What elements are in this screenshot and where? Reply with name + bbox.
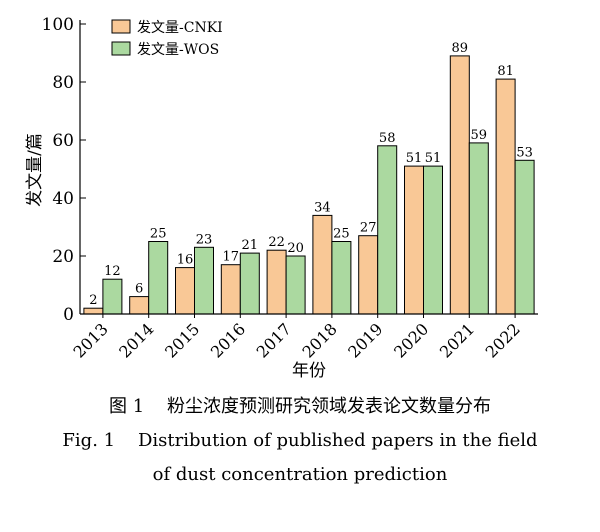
x-tick-label-2022: 2022 <box>482 319 524 361</box>
value-label-wos-2014: 25 <box>150 227 167 242</box>
bar-wos-2021 <box>468 142 489 315</box>
value-label-cnki-2018: 34 <box>314 200 331 215</box>
value-label-wos-2017: 20 <box>287 241 304 256</box>
value-label-wos-2013: 12 <box>104 264 121 279</box>
x-tick-label-2014: 2014 <box>115 319 157 361</box>
y-tick-label-80: 80 <box>52 73 74 93</box>
value-label-wos-2020: 51 <box>425 151 442 166</box>
value-label-wos-2015: 23 <box>196 232 213 247</box>
bar-wos-2013 <box>102 278 123 315</box>
x-tick-label-2017: 2017 <box>253 319 295 361</box>
x-axis-title: 年份 <box>292 361 326 381</box>
value-label-cnki-2017: 22 <box>268 235 285 250</box>
value-label-cnki-2014: 6 <box>135 282 143 297</box>
y-tick-label-20: 20 <box>52 247 74 267</box>
y-tick-label-0: 0 <box>63 305 74 325</box>
x-tick-label-2013: 2013 <box>70 319 112 361</box>
x-tick-label-2018: 2018 <box>299 319 341 361</box>
caption-english-line1: Fig. 1 Distribution of published papers … <box>62 430 537 451</box>
caption-chinese: 图 1 粉尘浓度预测研究领域发表论文数量分布 <box>109 396 491 417</box>
value-label-wos-2022: 53 <box>516 145 533 160</box>
bar-cnki-2022 <box>495 78 516 315</box>
legend: 发文量-CNKI 发文量-WOS <box>111 19 223 58</box>
bar-cnki-2014 <box>129 296 150 315</box>
value-label-cnki-2021: 89 <box>452 41 469 56</box>
x-tick-label-2021: 2021 <box>436 319 478 361</box>
value-label-wos-2019: 58 <box>379 131 396 146</box>
value-label-wos-2021: 59 <box>471 128 488 143</box>
value-label-cnki-2019: 27 <box>360 221 377 236</box>
caption-english-line2: of dust concentration prediction <box>153 464 448 485</box>
value-label-cnki-2016: 17 <box>223 250 240 265</box>
bar-wos-2022 <box>514 159 535 315</box>
x-tick-label-2016: 2016 <box>207 319 249 361</box>
bar-wos-2015 <box>194 246 214 315</box>
y-tick-label-60: 60 <box>52 131 74 151</box>
bar-wos-2018 <box>331 241 352 315</box>
bar-cnki-2016 <box>220 264 241 315</box>
bar-wos-2014 <box>148 241 169 315</box>
bar-cnki-2018 <box>312 214 333 315</box>
legend-swatch-cnki <box>111 19 131 34</box>
x-tick-label-2020: 2020 <box>390 319 432 361</box>
y-axis-title: 发文量/篇 <box>25 133 45 207</box>
bar-cnki-2021 <box>449 55 470 315</box>
bar-cnki-2019 <box>358 235 379 315</box>
y-tick-label-40: 40 <box>52 189 74 209</box>
bar-wos-2016 <box>239 252 260 315</box>
legend-label-wos: 发文量-WOS <box>137 42 219 58</box>
x-tick-label-2019: 2019 <box>344 319 386 361</box>
value-label-wos-2018: 25 <box>333 227 350 242</box>
bar-wos-2017 <box>285 255 306 315</box>
value-label-cnki-2015: 16 <box>177 253 194 268</box>
legend-swatch-wos <box>111 41 131 56</box>
value-label-cnki-2020: 51 <box>406 151 423 166</box>
bar-cnki-2020 <box>404 165 424 315</box>
bar-cnki-2013 <box>83 307 104 315</box>
value-label-wos-2016: 21 <box>242 238 259 253</box>
bar-wos-2019 <box>377 145 398 315</box>
y-tick-label-100: 100 <box>42 15 74 35</box>
bar-cnki-2017 <box>266 249 287 315</box>
legend-label-cnki: 发文量-CNKI <box>137 20 223 36</box>
bar-wos-2020 <box>423 165 443 315</box>
value-label-cnki-2013: 2 <box>89 293 97 308</box>
x-tick-label-2015: 2015 <box>161 319 203 361</box>
bar-cnki-2015 <box>175 267 195 315</box>
value-label-cnki-2022: 81 <box>497 64 514 79</box>
